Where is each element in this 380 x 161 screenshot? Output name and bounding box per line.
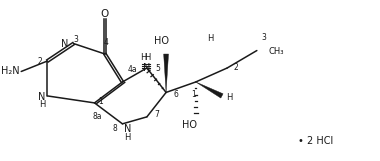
- Text: 4: 4: [103, 38, 108, 47]
- Text: 4a: 4a: [127, 65, 137, 74]
- Text: 1: 1: [192, 90, 196, 99]
- Text: • 2 HCl: • 2 HCl: [298, 136, 333, 146]
- Text: O: O: [101, 9, 109, 19]
- Text: N: N: [143, 63, 150, 73]
- Text: HO: HO: [182, 120, 198, 130]
- Text: 2: 2: [234, 62, 239, 71]
- Text: 2: 2: [38, 57, 43, 66]
- Text: H: H: [144, 53, 150, 62]
- Text: H₂N: H₂N: [1, 66, 19, 76]
- Text: N: N: [61, 38, 69, 49]
- Text: 3: 3: [74, 35, 78, 44]
- Text: 3: 3: [262, 33, 267, 42]
- Text: HO: HO: [154, 36, 169, 46]
- Polygon shape: [196, 82, 223, 98]
- Text: 7: 7: [155, 110, 160, 119]
- Text: 8: 8: [113, 124, 117, 133]
- Text: N: N: [124, 124, 132, 134]
- Text: N: N: [38, 92, 46, 102]
- Text: 8a: 8a: [93, 112, 102, 121]
- Polygon shape: [164, 54, 168, 92]
- Text: CH₃: CH₃: [269, 47, 284, 56]
- Text: H: H: [226, 93, 232, 102]
- Text: 1: 1: [98, 97, 103, 106]
- Text: H: H: [39, 100, 46, 109]
- Text: 5: 5: [156, 64, 160, 73]
- Text: H: H: [207, 34, 214, 43]
- Text: H: H: [141, 53, 147, 62]
- Text: 6: 6: [174, 90, 179, 99]
- Text: H: H: [124, 133, 131, 142]
